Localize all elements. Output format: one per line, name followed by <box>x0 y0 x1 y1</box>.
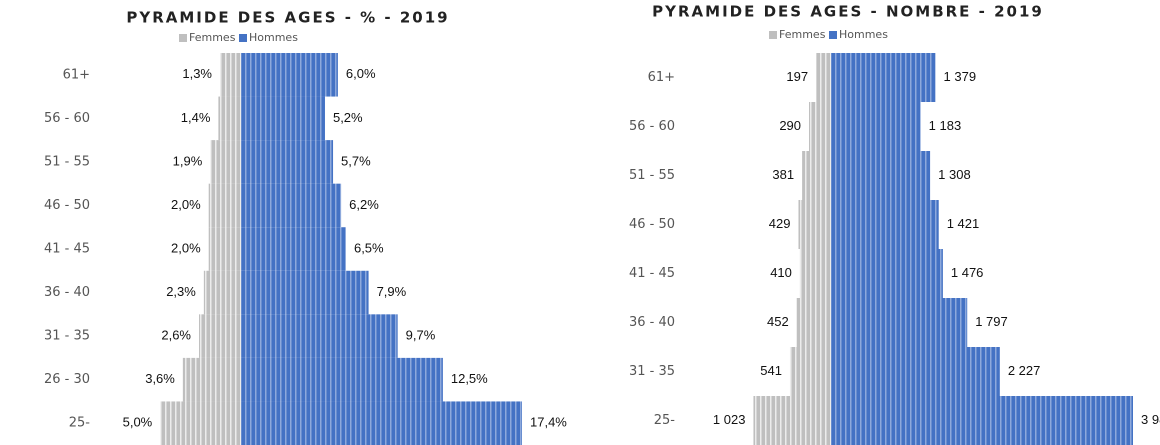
category-label: 25- <box>654 413 676 428</box>
value-label: 7,9% <box>377 284 407 299</box>
bar <box>831 102 921 151</box>
bar <box>218 96 241 141</box>
bar <box>753 396 831 445</box>
bar <box>241 183 342 228</box>
legend-swatch <box>769 31 777 39</box>
legend-swatch <box>829 31 837 39</box>
bar <box>831 298 968 347</box>
value-label: 17,4% <box>530 415 567 430</box>
category-label: 51 - 55 <box>44 154 90 169</box>
bar <box>241 140 334 184</box>
bar <box>831 200 939 249</box>
category-label: 31 - 35 <box>44 329 90 344</box>
value-label: 2,6% <box>161 328 191 343</box>
category-label: 51 - 55 <box>629 168 675 183</box>
legend-label: Femmes <box>189 31 236 44</box>
bar <box>831 249 943 298</box>
bar <box>831 396 1133 445</box>
legend-swatch <box>239 34 247 42</box>
category-label: 25- <box>69 416 91 431</box>
bar <box>160 401 241 445</box>
bar <box>789 347 831 396</box>
value-label: 1,3% <box>182 66 212 81</box>
bar <box>802 151 831 200</box>
bar <box>241 53 338 97</box>
value-label: 1,4% <box>181 110 211 125</box>
legend-swatch <box>179 34 187 42</box>
bar <box>182 357 241 402</box>
bar <box>831 151 931 200</box>
legend-label: Hommes <box>249 31 298 44</box>
value-label: 5,2% <box>333 110 363 125</box>
chart-title: PYRAMIDE DES AGES - % - 2019 <box>126 9 449 27</box>
bar <box>241 227 346 271</box>
value-label: 6,5% <box>354 240 384 255</box>
category-label: 61+ <box>648 70 675 85</box>
chart-title: PYRAMIDE DES AGES - NOMBRE - 2019 <box>652 3 1044 21</box>
category-label: 41 - 45 <box>629 266 675 281</box>
bar <box>241 270 369 315</box>
value-label: 3 984 <box>1141 412 1160 427</box>
value-label: 290 <box>779 118 801 133</box>
bar <box>210 140 241 184</box>
category-label: 36 - 40 <box>44 285 90 300</box>
value-label: 1,9% <box>173 153 203 168</box>
category-label: 56 - 60 <box>629 119 675 134</box>
value-label: 429 <box>769 216 791 231</box>
value-label: 2,0% <box>171 197 201 212</box>
category-label: 31 - 35 <box>629 364 675 379</box>
value-label: 1 023 <box>713 412 746 427</box>
category-label: 46 - 50 <box>629 217 675 232</box>
category-label: 61+ <box>63 67 90 82</box>
value-label: 5,7% <box>341 153 371 168</box>
value-label: 1 476 <box>951 265 984 280</box>
bar <box>831 347 1000 396</box>
category-label: 41 - 45 <box>44 242 90 257</box>
legend-label: Femmes <box>779 28 826 41</box>
bar <box>241 357 443 402</box>
value-label: 1 379 <box>944 69 977 84</box>
value-label: 3,6% <box>145 371 175 386</box>
bar <box>203 270 241 315</box>
bar <box>208 227 241 271</box>
value-label: 1 797 <box>975 314 1008 329</box>
value-label: 1 308 <box>938 167 971 182</box>
value-label: 2,0% <box>171 240 201 255</box>
bar <box>241 314 398 358</box>
value-label: 6,2% <box>349 197 379 212</box>
value-label: 2,3% <box>166 284 196 299</box>
value-label: 6,0% <box>346 66 376 81</box>
bar <box>208 183 241 228</box>
value-label: 197 <box>786 69 808 84</box>
value-label: 452 <box>767 314 789 329</box>
value-label: 9,7% <box>406 328 436 343</box>
category-label: 26 - 30 <box>44 372 90 387</box>
value-label: 381 <box>772 167 794 182</box>
bar <box>798 200 831 249</box>
bar <box>831 53 936 102</box>
legend-label: Hommes <box>839 28 888 41</box>
category-label: 46 - 50 <box>44 198 90 213</box>
category-label: 56 - 60 <box>44 111 90 126</box>
value-label: 410 <box>770 265 792 280</box>
bar <box>199 314 241 358</box>
value-label: 2 227 <box>1008 363 1041 378</box>
value-label: 541 <box>760 363 782 378</box>
category-label: 36 - 40 <box>629 315 675 330</box>
value-label: 1 183 <box>929 118 962 133</box>
bar <box>220 53 241 97</box>
bar <box>241 401 522 445</box>
value-label: 5,0% <box>123 415 153 430</box>
value-label: 12,5% <box>451 371 488 386</box>
bar <box>241 96 325 141</box>
bar <box>799 249 831 298</box>
bar <box>796 298 831 347</box>
bar <box>816 53 831 102</box>
value-label: 1 421 <box>947 216 980 231</box>
bar <box>809 102 831 151</box>
